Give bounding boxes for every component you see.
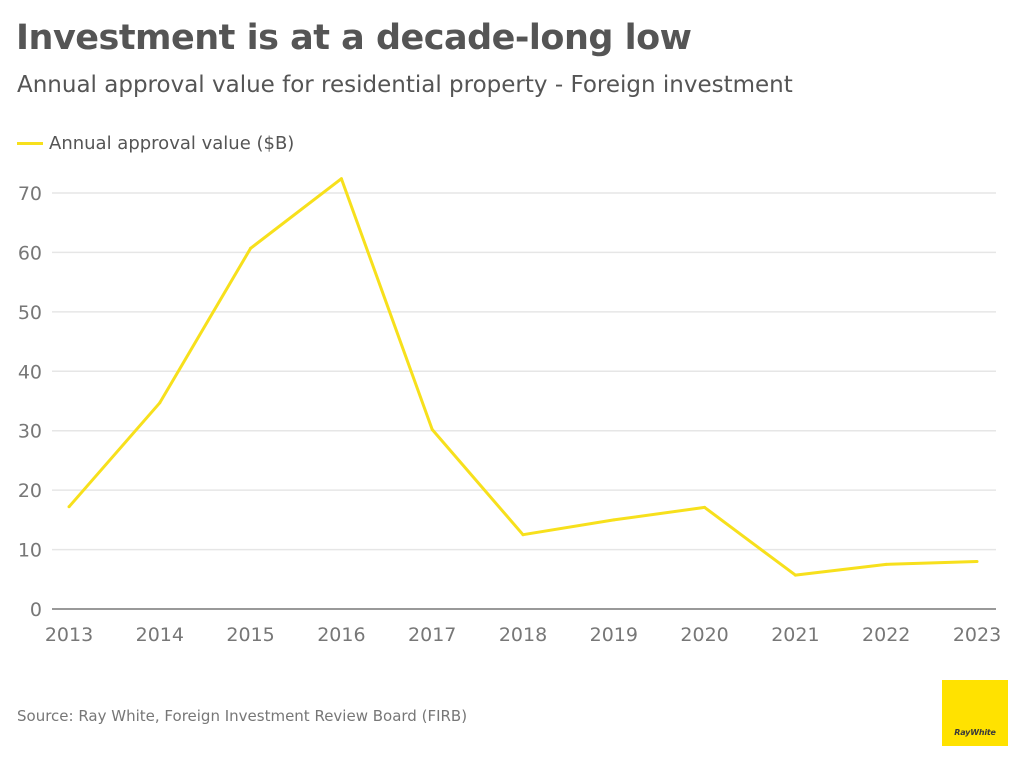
x-tick-label: 2018 [499,624,547,646]
y-tick-label: 70 [18,183,42,205]
x-tick-label: 2020 [680,624,728,646]
legend: Annual approval value ($B) [17,133,294,154]
series-layer [67,177,979,577]
y-tick-label: 30 [18,421,42,443]
data-point [975,559,979,563]
x-tick-label: 2023 [953,624,1001,646]
x-tick-label: 2019 [590,624,638,646]
x-tick-label: 2021 [771,624,819,646]
y-tick-label: 50 [18,302,42,324]
x-tick-label: 2022 [862,624,910,646]
y-tick-label: 40 [18,361,42,383]
ray-white-logo: RayWhite [942,680,1008,746]
logo-text: RayWhite [954,728,996,737]
y-tick-label: 60 [18,242,42,264]
gridlines [52,192,996,551]
data-point [339,177,343,181]
data-point [703,505,707,509]
data-point [521,533,525,537]
y-tick-label: 20 [18,480,42,502]
data-point [158,401,162,405]
y-tick-label: 10 [18,540,42,562]
data-point [67,505,71,509]
x-tick-label: 2016 [317,624,365,646]
data-point [884,562,888,566]
chart-title: Investment is at a decade-long low [16,18,692,58]
series-line [67,177,978,577]
data-point [612,518,616,522]
chart-subtitle: Annual approval value for residential pr… [17,72,793,98]
x-tick-label: 2014 [136,624,184,646]
x-tick-label: 2017 [408,624,456,646]
data-point [430,428,434,432]
x-tick-label: 2015 [226,624,274,646]
data-point [249,246,253,250]
x-axis-ticks: 2013 2014 2015 2016 2017 2018 2019 2020 2021 2022… [45,624,1001,646]
y-tick-label: 0 [30,599,42,621]
legend-label: Annual approval value ($B) [49,133,295,154]
x-tick-label: 2013 [45,624,93,646]
source-note: Source: Ray White, Foreign Investment Re… [17,707,468,725]
y-axis-ticks: 0 10 20 30 40 50 60 70 [18,183,42,621]
data-point [793,573,797,577]
legend-swatch [17,142,43,145]
